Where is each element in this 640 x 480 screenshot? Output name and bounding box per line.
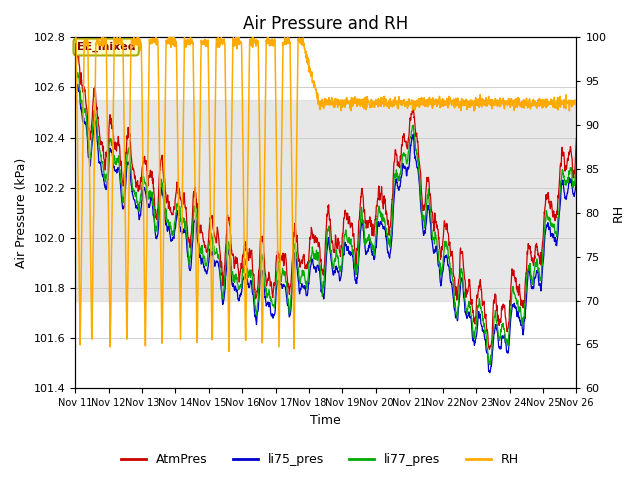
Bar	[75, 100, 577, 300]
Y-axis label: RH: RH	[612, 204, 625, 222]
Legend: AtmPres, li75_pres, li77_pres, RH: AtmPres, li75_pres, li77_pres, RH	[116, 448, 524, 471]
Y-axis label: Air Pressure (kPa): Air Pressure (kPa)	[15, 158, 28, 268]
Title: Air Pressure and RH: Air Pressure and RH	[243, 15, 408, 33]
Text: EE_mixed: EE_mixed	[77, 42, 136, 52]
X-axis label: Time: Time	[310, 414, 341, 427]
